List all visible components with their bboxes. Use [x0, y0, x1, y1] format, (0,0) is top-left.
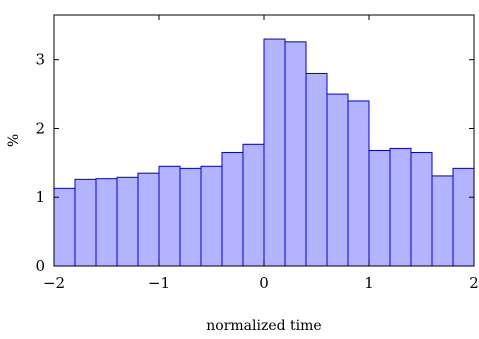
histogram-bar [179, 167, 202, 267]
histogram-bar [389, 147, 412, 267]
histogram-bar [242, 143, 265, 267]
histogram-bar [53, 187, 76, 267]
histogram-bar [221, 152, 244, 267]
x-axis-label: normalized time [206, 318, 321, 334]
y-tick-labels: 0 1 2 3 [35, 51, 45, 275]
histogram-bar [74, 178, 97, 267]
y-tick-label: 2 [35, 119, 45, 137]
ticks-group [53, 15, 475, 267]
histogram-bar [116, 176, 139, 267]
histogram-bar [137, 172, 160, 267]
y-axis-label: % [6, 134, 22, 147]
histogram-bar [263, 38, 286, 267]
histogram-bar [431, 175, 454, 267]
histogram-bar [158, 165, 181, 267]
x-tick-label: −1 [148, 274, 170, 292]
histogram-bar [326, 93, 349, 267]
bars-group [53, 38, 475, 267]
histogram-bar [305, 72, 328, 267]
histogram-bar [368, 149, 391, 267]
y-tick-label: 3 [35, 51, 45, 69]
x-tick-label: 2 [469, 274, 479, 292]
histogram-bar [200, 165, 223, 267]
y-tick-label: 1 [35, 188, 45, 206]
x-tick-labels: −2 −1 0 1 2 [43, 274, 479, 292]
histogram-bar [452, 167, 475, 267]
x-tick-label: −2 [43, 274, 65, 292]
histogram-bar [284, 41, 307, 267]
histogram-bar [95, 178, 118, 267]
y-tick-label: 0 [35, 257, 45, 275]
histogram-bar [347, 100, 370, 267]
x-tick-label: 0 [259, 274, 269, 292]
histogram-bar [410, 152, 433, 267]
x-tick-label: 1 [364, 274, 374, 292]
